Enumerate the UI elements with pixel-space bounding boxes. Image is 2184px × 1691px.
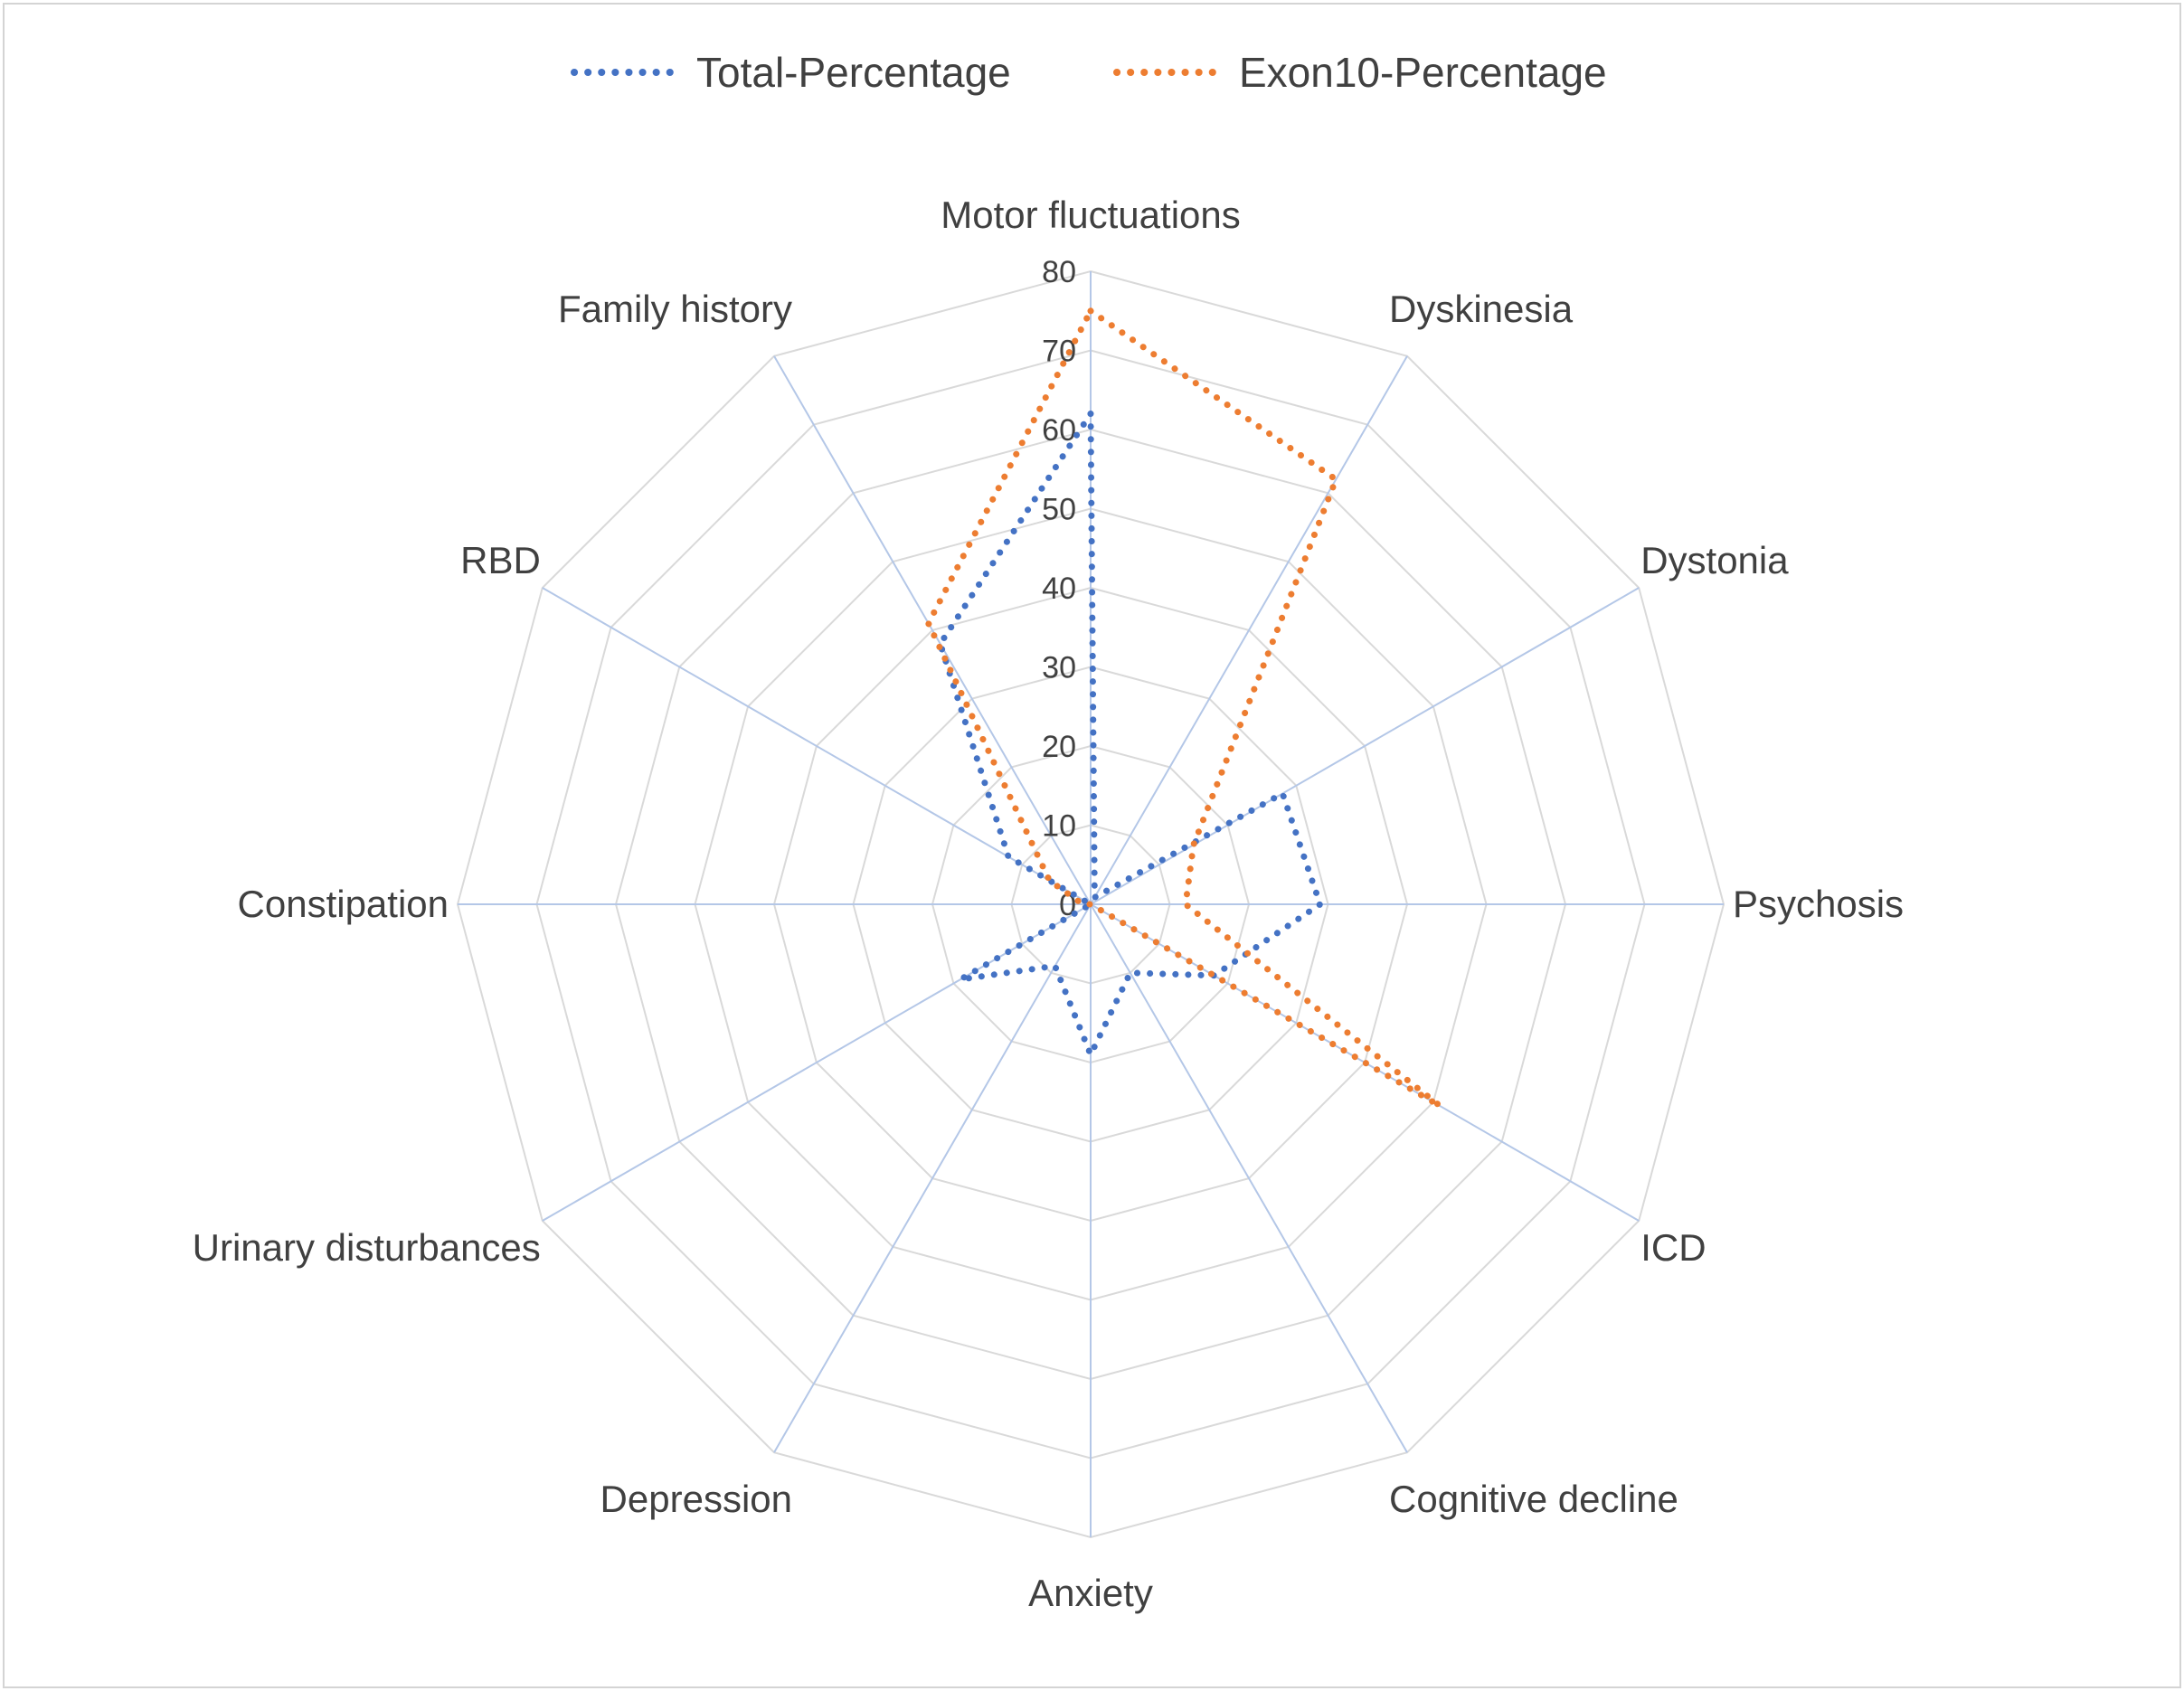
tick-label: 30 [1042,651,1076,685]
category-label: RBD [460,539,541,581]
category-label: Constipation [238,883,449,925]
category-label: Urinary disturbances [193,1226,541,1269]
category-label: Psychosis [1733,883,1904,925]
category-label: Cognitive decline [1389,1478,1678,1520]
spoke-line [1090,355,1408,905]
category-label: Dystonia [1640,539,1789,581]
category-label: Dyskinesia [1389,288,1574,330]
tick-label: 80 [1042,255,1076,289]
spoke-line [1090,587,1640,905]
legend: Total-Percentage Exon10-Percentage [571,49,1607,96]
spoke-line [773,355,1092,905]
tick-label: 60 [1042,413,1076,448]
radar-chart: Total-Percentage Exon10-Percentage 010203… [193,49,1904,1614]
spoke-line [542,587,1092,905]
category-labels: Motor fluctuations Dyskinesia Dystonia Psyc… [193,194,1904,1614]
category-label: Family history [558,288,792,330]
legend-label: Exon10-Percentage [1239,49,1607,96]
spoke-line [773,903,1092,1453]
chart-frame: Total-Percentage Exon10-Percentage 0 10 20 3… [3,3,2181,1688]
category-label: Depression [600,1478,792,1520]
radar-grid [456,269,1725,1539]
tick-label: 40 [1042,572,1076,606]
legend-label: Total-Percentage [696,49,1011,96]
series-line [937,411,1324,1058]
series-line [925,307,1443,1110]
tick-label: 10 [1042,809,1076,844]
series-lines [925,307,1443,1110]
category-label: ICD [1640,1226,1706,1269]
category-label: Motor fluctuations [941,194,1241,236]
category-label: Anxiety [1028,1572,1153,1614]
spoke-line [1090,903,1408,1453]
tick-label: 20 [1042,730,1076,764]
tick-label: 50 [1042,493,1076,527]
